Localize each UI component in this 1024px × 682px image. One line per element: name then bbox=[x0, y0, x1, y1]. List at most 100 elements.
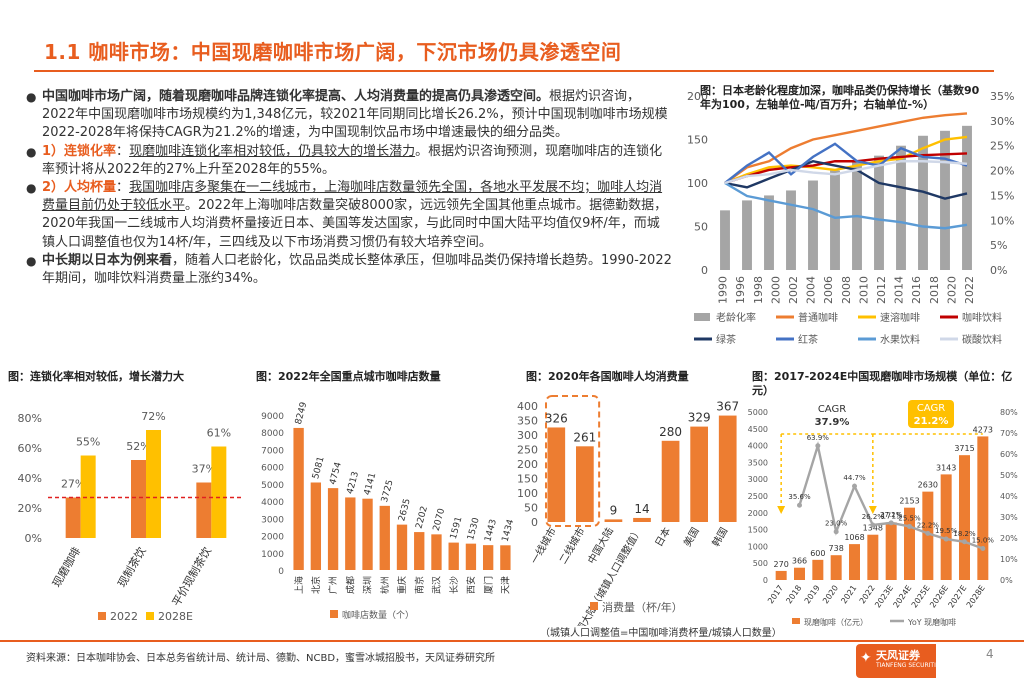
japan-x-tick: 2008 bbox=[840, 276, 853, 304]
market-bar bbox=[849, 544, 860, 580]
chain-bar bbox=[131, 460, 146, 538]
cups-bar bbox=[718, 415, 737, 522]
stores-y-tick: 7000 bbox=[261, 446, 284, 456]
market-yleft-tick: 5000 bbox=[748, 408, 768, 417]
cups-bar-label: 367 bbox=[716, 400, 739, 414]
market-cagr-label-1: CAGR bbox=[818, 404, 846, 415]
market-legend-swatch bbox=[792, 618, 800, 624]
market-x-tick: 2018 bbox=[784, 584, 803, 606]
japan-aging-bar bbox=[940, 130, 950, 270]
chain-x-tick: 平价现制茶饮 bbox=[170, 545, 214, 609]
bullet-dot-icon: ● bbox=[26, 253, 37, 268]
market-yoy-label: 35.6% bbox=[788, 493, 811, 501]
cups-y-tick: 0 bbox=[531, 516, 538, 529]
japan-yleft-tick: 150 bbox=[687, 134, 708, 147]
logo bbox=[856, 644, 936, 678]
cups-y-tick: 100 bbox=[517, 487, 538, 500]
stores-bar bbox=[448, 542, 459, 570]
market-yleft-tick: 0 bbox=[763, 576, 768, 585]
cups-y-tick: 250 bbox=[517, 444, 538, 457]
market-yright-tick: 40% bbox=[1000, 492, 1018, 501]
stores-bar bbox=[362, 498, 373, 570]
bullet-2-body: 。根据灼识咨询预测，现磨咖啡店的连锁化率预计将从2022年的27%上升至2028… bbox=[42, 143, 663, 177]
bullet-dot-icon: ● bbox=[26, 90, 37, 104]
market-yoy-label: 63.9% bbox=[807, 434, 830, 442]
market-cagr-arrow bbox=[868, 506, 877, 514]
stores-x-tick: 厦门 bbox=[482, 576, 494, 594]
bullet-1-body: 根据灼识咨询，2022年中国现磨咖啡市场规模约为1,348亿元，较2021年同期… bbox=[42, 89, 668, 141]
cups-x-tick: 日本 bbox=[652, 525, 673, 549]
cups-y-tick: 50 bbox=[524, 502, 538, 515]
cups-bar-label: 326 bbox=[545, 411, 568, 425]
stores-bar-label: 3725 bbox=[380, 479, 396, 504]
chain-bar bbox=[211, 446, 227, 538]
chain-y-tick: 0% bbox=[25, 532, 42, 545]
japan-yright-tick: 20% bbox=[990, 165, 1014, 178]
cups-bar-label: 261 bbox=[573, 430, 596, 444]
market-x-tick: 2020 bbox=[821, 584, 840, 606]
japan-aging-bar bbox=[896, 145, 906, 270]
cups-bar bbox=[661, 440, 680, 522]
japan-aging-bar bbox=[764, 195, 774, 270]
chain-legend-swatch bbox=[146, 612, 154, 620]
bullet-dot-icon: ● bbox=[26, 181, 37, 196]
bullet-dot-icon: ● bbox=[26, 144, 37, 159]
stores-x-tick: 西安 bbox=[465, 576, 477, 594]
japan-aging-bar bbox=[918, 135, 928, 270]
market-bar-label: 1068 bbox=[844, 533, 864, 542]
japan-aging-bar bbox=[830, 170, 840, 270]
market-yleft-tick: 500 bbox=[753, 559, 768, 568]
cups-x-tick: 中国大陆 bbox=[585, 525, 616, 566]
market-cagr-box bbox=[908, 400, 954, 428]
logo-sub: TIANFENG SECURITIES bbox=[876, 662, 944, 669]
stores-bar bbox=[327, 488, 339, 570]
japan-series-line bbox=[724, 112, 968, 184]
market-yright-tick: 20% bbox=[1000, 534, 1018, 543]
japan-series-line bbox=[724, 160, 968, 200]
chain-bar-label: 37% bbox=[192, 463, 216, 476]
stores-bar-label: 4213 bbox=[346, 471, 362, 496]
cups-x-tick: 二线城市 bbox=[556, 525, 587, 566]
japan-yright-tick: 25% bbox=[990, 140, 1014, 153]
market-x-tick: 2021 bbox=[839, 584, 858, 606]
market-yright-tick: 30% bbox=[1000, 513, 1018, 522]
market-bar-label: 1715 bbox=[881, 511, 901, 520]
market-yoy-point bbox=[943, 536, 949, 542]
bullet-1: ● 中国咖啡市场广阔，随着现磨咖啡品牌连锁化率提高、人均消费量的提高仍具渗透空间… bbox=[26, 88, 672, 143]
market-x-tick: 2019 bbox=[803, 584, 822, 606]
stores-y-tick: 2000 bbox=[261, 533, 284, 543]
market-yoy-point bbox=[852, 483, 857, 489]
chain-legend-swatch bbox=[98, 612, 106, 620]
market-yleft-tick: 3500 bbox=[748, 458, 768, 467]
market-cagr-value-1: 37.9% bbox=[815, 417, 850, 428]
stores-bar-label: 2070 bbox=[432, 507, 448, 532]
market-bar bbox=[812, 559, 824, 580]
japan-yleft-tick: 200 bbox=[687, 90, 708, 103]
market-bar-label: 2153 bbox=[899, 497, 919, 506]
market-yoy-label: 15.0% bbox=[972, 537, 995, 545]
footer-rule bbox=[0, 640, 1024, 642]
stores-bar bbox=[482, 545, 494, 570]
cups-y-tick: 150 bbox=[517, 473, 538, 486]
cups-x-tick: 韩国 bbox=[709, 525, 730, 549]
stores-chart-caption: 图：2022年全国重点城市咖啡店数量 bbox=[256, 370, 441, 383]
market-yleft-tick: 1000 bbox=[748, 542, 768, 551]
japan-aging-bar bbox=[720, 210, 730, 270]
stores-bar bbox=[345, 497, 356, 570]
japan-legend-label: 速溶咖啡 bbox=[880, 311, 920, 324]
page-title: 1.1 咖啡市场：中国现磨咖啡市场广阔，下沉市场仍具渗透空间 bbox=[44, 40, 622, 64]
source-note: 资料来源：日本咖啡协会、日本总务省统计局、统计局、德勤、NCBD，蜜雪冰城招股书… bbox=[26, 653, 496, 664]
stores-x-tick: 天津 bbox=[501, 576, 512, 594]
market-yleft-tick: 4500 bbox=[748, 425, 768, 434]
stores-y-tick: 3000 bbox=[261, 515, 284, 525]
stores-bar-label: 1530 bbox=[466, 516, 482, 541]
market-bar-label: 1348 bbox=[863, 524, 883, 533]
page-number: 4 bbox=[986, 647, 994, 661]
stores-y-tick: 0 bbox=[278, 567, 284, 577]
market-bar-label: 4273 bbox=[973, 425, 993, 434]
stores-y-tick: 6000 bbox=[261, 464, 284, 474]
market-yoy-point bbox=[962, 539, 967, 545]
japan-chart-caption: 图：日本老龄化程度加深，咖啡品类仍保持增长（基数90年为100，左轴单位-吨/百… bbox=[700, 84, 980, 111]
bullet-3-colon: ： bbox=[116, 180, 130, 196]
japan-legend-label: 咖啡饮料 bbox=[962, 311, 1002, 324]
